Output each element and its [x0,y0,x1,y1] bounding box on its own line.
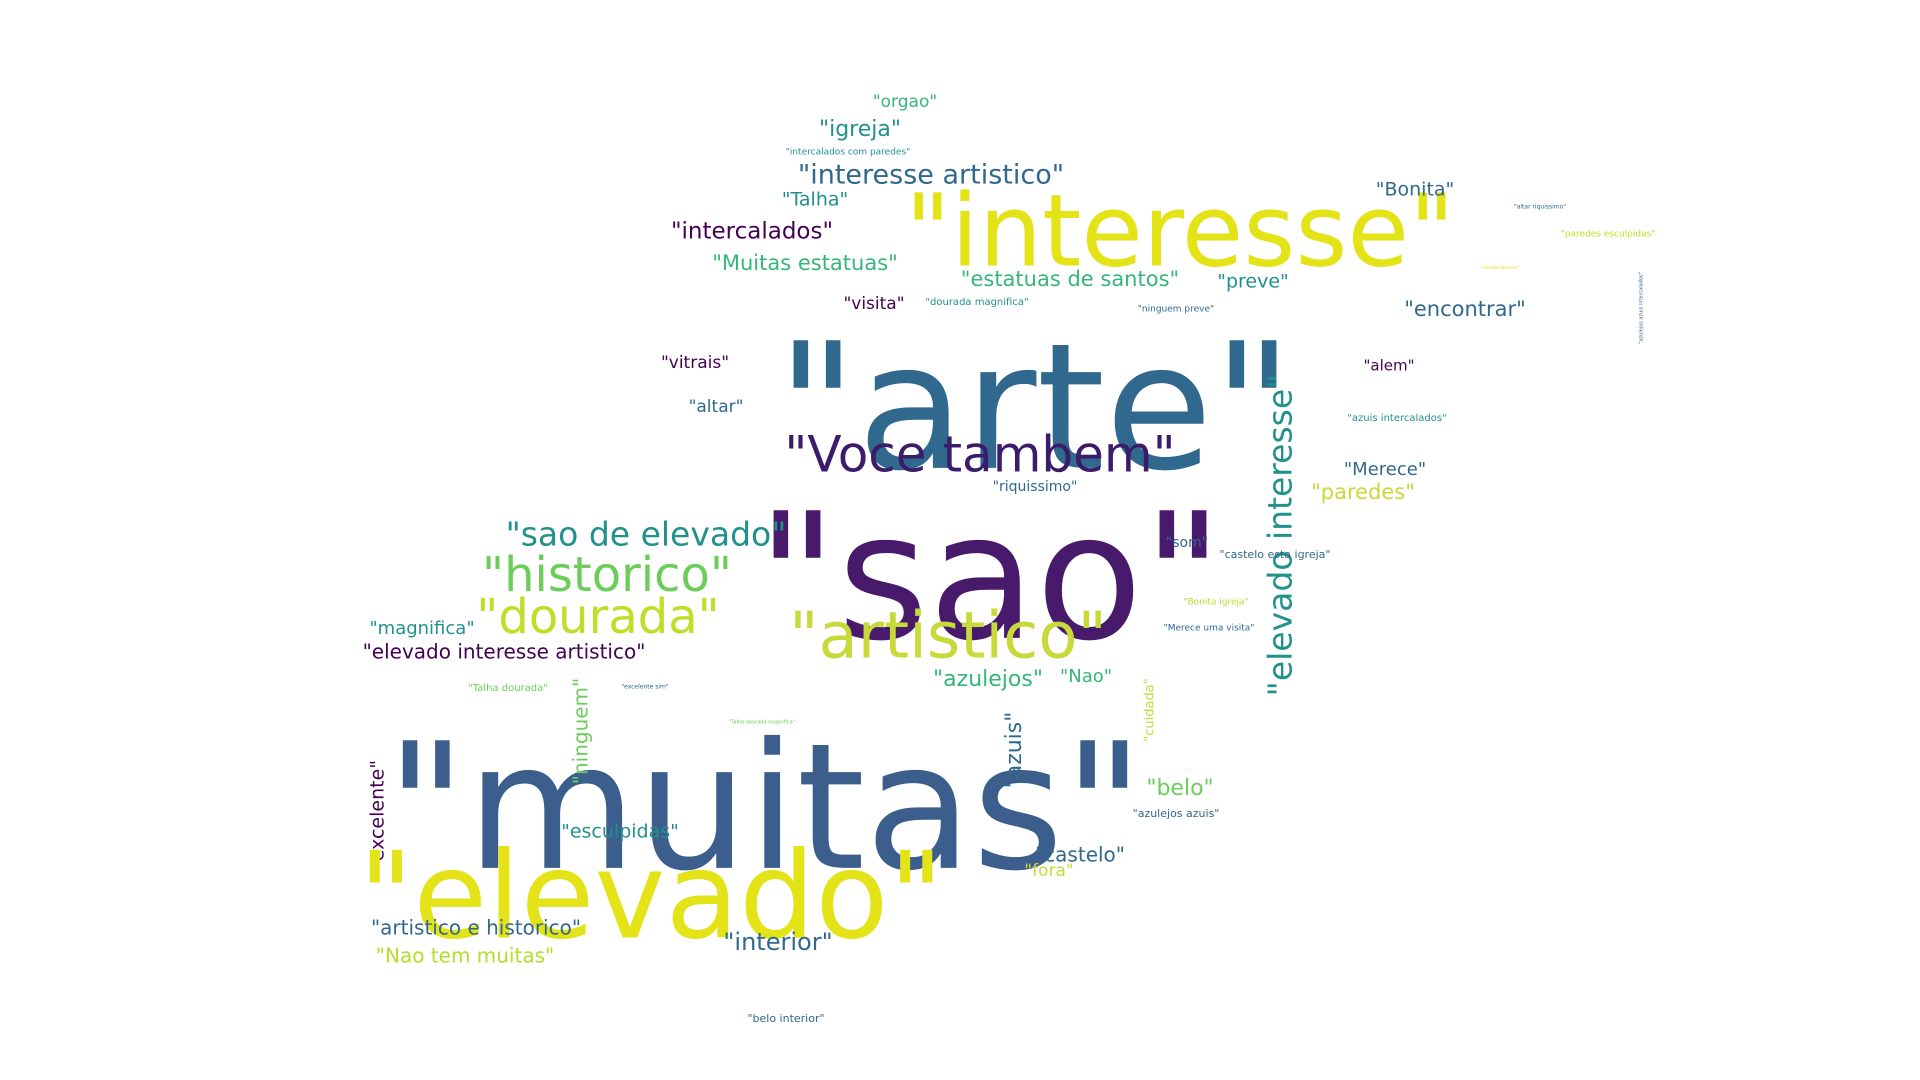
cloud-word: "magnifica" [369,618,474,639]
cloud-word: "azuis intercalados" [1347,413,1446,424]
cloud-word: "altar riquissimo" [1514,204,1566,211]
cloud-word: "Voce tambem" [784,426,1175,484]
cloud-word: "Nao tem muitas" [376,944,554,968]
cloud-word: "sao de elevado" [506,515,787,554]
cloud-word: "Merece uma visita" [1164,624,1255,634]
cloud-word: "intercalados" [671,219,833,245]
cloud-word: "castelo" [1035,843,1125,867]
cloud-word: "vitrais" [661,353,729,373]
cloud-word: "castelo esta igreja" [1220,548,1331,561]
cloud-word: "excelente sim" [621,684,669,691]
cloud-word: "paredes esculpidas" [1561,230,1656,240]
cloud-word: "belo" [1146,776,1213,801]
cloud-word: "interesse artistico" [798,160,1064,191]
cloud-word: "Muitas estatuas" [712,251,898,275]
cloud-word: "excelente" [367,760,389,870]
cloud-word: "elevado interesse" [1261,374,1300,697]
cloud-word: "riquissimo" [993,479,1078,495]
cloud-word: "azulejos azuis intercalados" [1639,272,1645,344]
cloud-word: "arte" [777,307,1293,510]
cloud-word: "estatuas de santos" [961,267,1179,291]
cloud-word: "Talha" [782,189,849,211]
cloud-word: "dourada magnifica" [925,297,1028,308]
cloud-word: "alem" [1364,357,1415,375]
cloud-word: "igreja" [819,117,901,142]
cloud-word: "Talha dourada magnifica" [729,720,795,726]
cloud-word: "Talha dourada" [468,683,548,694]
cloud-word: "artistico e historico" [371,916,581,940]
cloud-word: "historico" [482,547,732,603]
cloud-word: "artistico" [789,600,1107,674]
cloud-word: "Nao" [1060,666,1112,687]
cloud-word: "elevado interesse" [1480,265,1519,270]
cloud-word: "preve" [1217,271,1289,293]
cloud-word: "elevado" [358,828,944,967]
cloud-word: "ninguem" [569,678,593,784]
cloud-word: "Merece" [1344,459,1426,480]
cloud-word: "esculpidas" [561,821,679,843]
cloud-word: "muitas" [386,707,1144,910]
cloud-word: "dourada" [476,589,719,645]
cloud-word: "elevado interesse artistico" [363,640,646,664]
cloud-word: "altar" [689,397,744,417]
cloud-word: "som" [1166,535,1208,551]
cloud-word: "fora" [1024,861,1073,881]
cloud-word: "cuidada" [1143,678,1158,741]
cloud-word: "sao" [757,477,1223,680]
cloud-word: "ninguem preve" [1138,305,1214,315]
cloud-word: "intercalados com paredes" [786,148,911,158]
cloud-word: "azuis" [1002,712,1027,789]
cloud-word: "paredes" [1311,480,1415,504]
cloud-word: "azulejos azuis" [1133,807,1220,820]
cloud-word: "Bonita" [1376,179,1455,201]
cloud-word: "orgao" [873,92,937,112]
word-cloud-words: "orgao" "igreja" "intercalados com paredes… [358,92,1655,1025]
cloud-word: "encontrar" [1404,297,1526,321]
cloud-word: "interesse" [905,172,1455,289]
cloud-word: "interior" [723,928,832,956]
cloud-word: "Bonita igreja" [1183,598,1248,608]
cloud-word: "visita" [843,294,904,314]
cloud-word: "belo interior" [747,1012,824,1025]
cloud-word: "azulejos" [933,667,1043,692]
